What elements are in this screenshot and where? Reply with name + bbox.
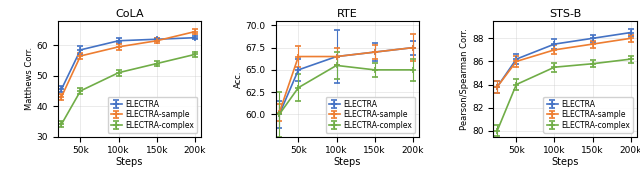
X-axis label: Steps: Steps: [333, 157, 361, 167]
Legend: ELECTRA, ELECTRA-sample, ELECTRA-complex: ELECTRA, ELECTRA-sample, ELECTRA-complex: [326, 97, 415, 133]
Y-axis label: Pearson/Spearman Corr.: Pearson/Spearman Corr.: [460, 28, 469, 130]
Legend: ELECTRA, ELECTRA-sample, ELECTRA-complex: ELECTRA, ELECTRA-sample, ELECTRA-complex: [543, 97, 633, 133]
Title: STS-B: STS-B: [549, 9, 581, 19]
Title: CoLA: CoLA: [115, 9, 143, 19]
Title: RTE: RTE: [337, 9, 358, 19]
Y-axis label: Matthews Corr.: Matthews Corr.: [24, 47, 33, 110]
X-axis label: Steps: Steps: [552, 157, 579, 167]
X-axis label: Steps: Steps: [116, 157, 143, 167]
Legend: ELECTRA, ELECTRA-sample, ELECTRA-complex: ELECTRA, ELECTRA-sample, ELECTRA-complex: [108, 97, 197, 133]
Y-axis label: Acc.: Acc.: [234, 70, 243, 88]
